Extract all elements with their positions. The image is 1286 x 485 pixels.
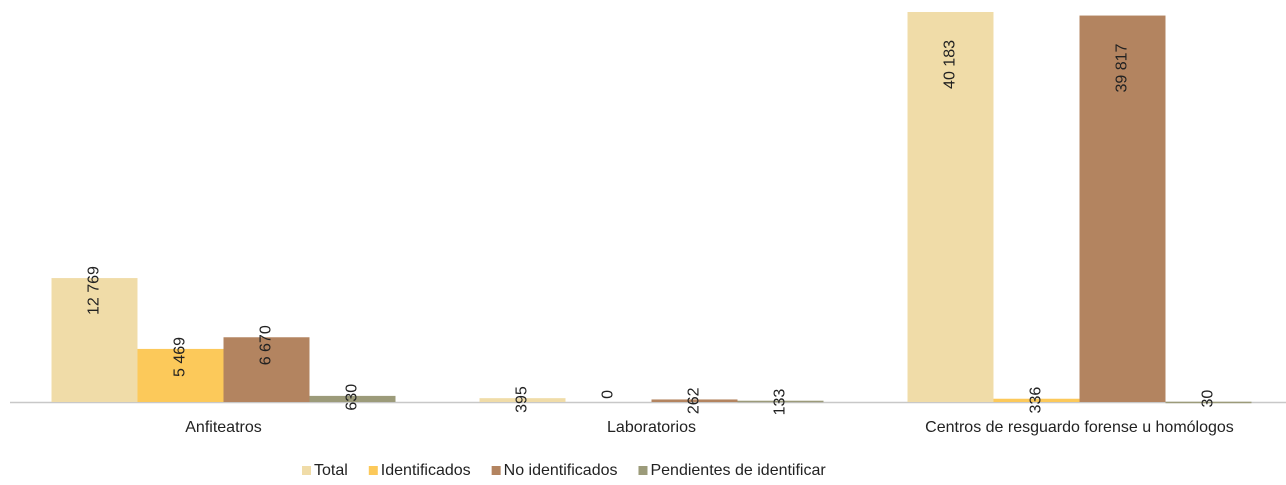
legend-label: Identificados (381, 462, 471, 479)
bar (223, 337, 310, 402)
value-label: 39 817 (1114, 43, 1131, 92)
legend-marker (302, 466, 311, 475)
value-label: 30 (1200, 390, 1217, 408)
value-label: 0 (600, 390, 617, 399)
value-label: 6 670 (258, 325, 275, 365)
bar (479, 398, 566, 402)
value-label: 40 183 (942, 40, 959, 89)
value-label: 12 769 (86, 266, 103, 315)
value-label: 395 (514, 386, 531, 413)
bar (51, 278, 138, 402)
value-label: 630 (344, 384, 361, 411)
bar (907, 12, 994, 402)
legend-label: Pendientes de identificar (650, 462, 826, 479)
x-tick-label: Laboratorios (607, 419, 696, 436)
bar (993, 398, 1080, 402)
value-label: 262 (686, 387, 703, 414)
bar (651, 399, 738, 402)
bar (737, 400, 824, 403)
x-tick-label: Anfiteatros (185, 419, 261, 436)
bar (1079, 15, 1166, 403)
bar (137, 348, 224, 402)
legend-label: No identificados (504, 462, 618, 479)
bar (309, 395, 396, 402)
legend-marker (368, 466, 378, 475)
legend-marker (638, 466, 648, 475)
legend-label: Total (314, 462, 348, 479)
value-label: 133 (772, 389, 789, 416)
value-label: 5 469 (172, 337, 189, 377)
value-label: 336 (1028, 387, 1045, 414)
x-tick-label: Centros de resguardo forense u homólogos (925, 419, 1234, 436)
legend-marker (491, 466, 501, 475)
bar (1165, 401, 1252, 404)
